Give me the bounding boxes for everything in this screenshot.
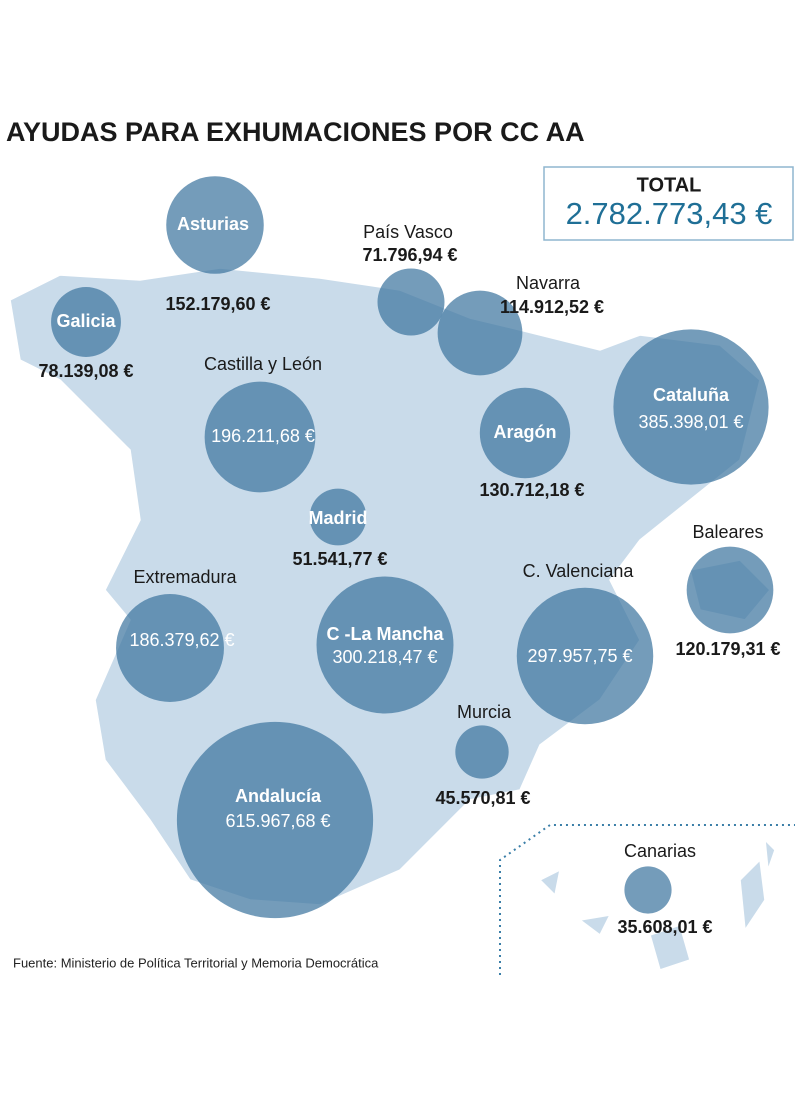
region-name: Castilla y León [204,354,322,374]
region-value: 78.139,08 € [38,361,133,381]
bubbles: Asturias 152.179,60 € Galicia 78.139,08 € Pa… [38,176,781,937]
bubble [166,176,264,274]
region-name: Madrid [308,508,367,528]
region-value: 71.796,94 € [362,245,457,265]
region-value: 51.541,77 € [292,549,387,569]
region-name: Navarra [516,273,581,293]
region-name: Aragón [494,422,557,442]
bubble [316,576,454,714]
region-value: 35.608,01 € [617,917,712,937]
region-name: Asturias [177,214,249,234]
total-box [543,166,794,241]
bubble [437,290,523,376]
bubble [377,268,445,336]
region-value: 186.379,62 € [129,630,234,650]
bubble [686,546,774,634]
bubble [116,594,224,702]
region-value: 615.967,68 € [225,811,330,831]
bubble [624,866,672,914]
region-value: 120.179,31 € [675,639,780,659]
bubble [309,488,367,546]
bubble [455,725,509,779]
region-name: País Vasco [363,222,453,242]
region-value: 45.570,81 € [435,788,530,808]
region-value: 130.712,18 € [479,480,584,500]
bubble [51,287,121,357]
region-value: 385.398,01 € [638,412,743,432]
region-name: C -La Mancha [326,624,444,644]
region-name: Canarias [624,841,696,861]
region-value: 297.957,75 € [527,646,632,666]
bubble [613,329,769,485]
region-name: Andalucía [235,786,322,806]
bubble [204,381,316,493]
total-label: TOTAL [637,174,702,196]
region-name: Baleares [692,522,763,542]
region-value: 152.179,60 € [165,294,270,314]
region-name: Galicia [56,311,116,331]
title: AYUDAS PARA EXHUMACIONES POR CC AA [6,117,585,147]
region-value: 300.218,47 € [332,647,437,667]
bubble [516,587,654,725]
region-name: Extremadura [133,567,237,587]
source: Fuente: Ministerio de Política Territori… [13,955,379,970]
region-name: Murcia [457,702,512,722]
bubble [176,721,374,919]
region-name: Cataluña [653,385,730,405]
bubble [479,387,571,479]
canarias-frame [499,824,795,975]
region-name: C. Valenciana [523,561,635,581]
region-value: 114.912,52 € [500,297,604,317]
region-value: 196.211,68 € [211,426,315,446]
total-value: 2.782.773,43 € [566,196,773,231]
